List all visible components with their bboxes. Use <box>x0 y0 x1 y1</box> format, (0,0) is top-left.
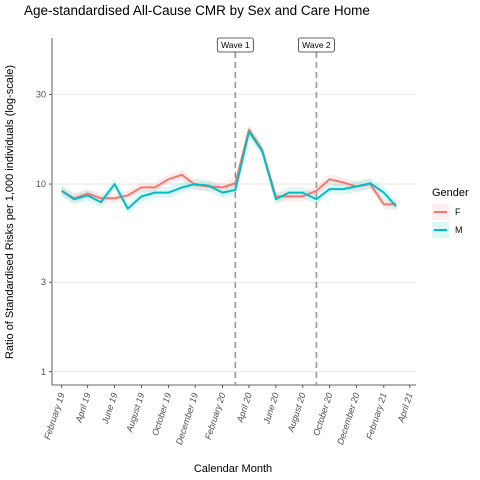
series-line-F <box>61 128 397 206</box>
y-tick-label: 1 <box>41 367 46 377</box>
wave-markers: Wave 1 Wave 2 <box>216 37 335 385</box>
legend-label-F: F <box>455 207 461 217</box>
wave-label-box <box>216 37 254 53</box>
x-tick-label: February 19 <box>42 392 67 441</box>
y-tick-label: 10 <box>36 179 46 189</box>
wave-label-box <box>298 37 335 53</box>
x-tick-label: April 21 <box>395 392 414 425</box>
chart-title: Age-standardised All-Cause CMR by Sex an… <box>24 3 370 18</box>
y-axis-label: Ratio of Standardised Risks per 1,000 in… <box>4 65 16 359</box>
series-lines <box>61 128 397 210</box>
wave-label: Wave 2 <box>302 40 331 50</box>
x-tick-label: June 20 <box>261 392 281 427</box>
plot-panel: Wave 1 Wave 2 1 3 10 30 February 19 April 19 J… <box>36 37 416 446</box>
x-tick-label: April 20 <box>235 392 254 425</box>
y-tick-label: 3 <box>41 277 46 287</box>
x-tick-label: October 19 <box>150 392 173 437</box>
legend: Gender FM <box>432 187 469 238</box>
y-tick-label: 30 <box>36 90 46 100</box>
x-axis-label: Calendar Month <box>194 463 272 475</box>
x-ticks: February 19 April 19 June 19 August 19 Octob… <box>42 385 415 446</box>
legend-title: Gender <box>432 187 469 199</box>
gridlines <box>52 94 416 373</box>
x-tick-label: December 19 <box>174 392 200 446</box>
confidence-bands <box>61 124 397 215</box>
legend-label-M: M <box>455 225 463 235</box>
x-tick-label: June 19 <box>100 392 120 427</box>
x-tick-label: August 20 <box>285 392 307 435</box>
x-tick-label: February 21 <box>364 392 389 441</box>
x-tick-label: December 20 <box>335 392 361 446</box>
x-tick-label: February 20 <box>203 392 228 441</box>
series-line-M <box>61 130 397 210</box>
x-tick-label: April 19 <box>73 392 92 425</box>
wave-label: Wave 1 <box>221 40 250 50</box>
y-ticks: 1 3 10 30 <box>36 90 52 377</box>
x-tick-label: October 20 <box>311 392 334 437</box>
x-tick-label: August 19 <box>124 392 146 435</box>
